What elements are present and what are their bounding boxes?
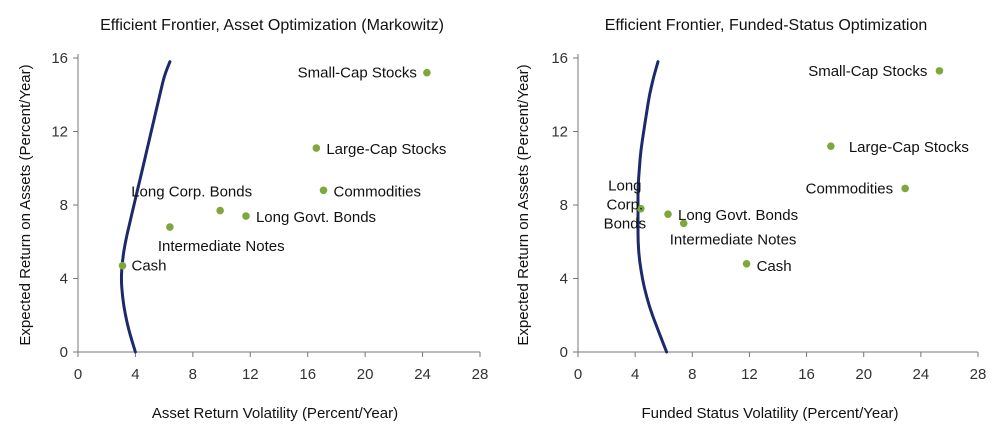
chart-2-panel: Efficient Frontier, Funded-Status Optimi… xyxy=(515,17,986,422)
chart-1-y-axis-label: Expected Return on Assets (Percent/Year) xyxy=(17,64,34,345)
chart-1-label-long-govt-bonds: Long Govt. Bonds xyxy=(256,209,376,226)
chart-1-label-commodities: Commodities xyxy=(334,183,422,200)
chart-2-x-tick-label: 12 xyxy=(741,366,758,383)
chart-2-x-tick-label: 28 xyxy=(970,366,987,383)
chart-1-label-intermediate-notes: Intermediate Notes xyxy=(158,238,285,255)
chart-2-y-axis-label: Expected Return on Assets (Percent/Year) xyxy=(515,64,532,345)
chart-1-x-tick-label: 28 xyxy=(472,366,489,383)
chart-2-y-tick-label: 8 xyxy=(560,197,568,214)
chart-1-x-tick-label: 4 xyxy=(131,366,139,383)
chart-2-x-tick-label: 24 xyxy=(913,366,930,383)
chart-2-label-large-cap-stocks: Large-Cap Stocks xyxy=(849,139,969,156)
chart-1-y-tick-label: 8 xyxy=(60,197,68,214)
chart-1-x-axis-label: Asset Return Volatility (Percent/Year) xyxy=(152,405,398,422)
chart-1-x-tick-label: 8 xyxy=(189,366,197,383)
chart-2-label-commodities: Commodities xyxy=(806,180,894,197)
chart-2-x-tick-label: 4 xyxy=(631,366,639,383)
chart-2-efficient-frontier-line xyxy=(636,60,669,354)
chart-1-x-tick-label: 0 xyxy=(74,366,82,383)
chart-1-y-tick-label: 0 xyxy=(60,344,68,361)
chart-1-point-long-govt-bonds xyxy=(242,212,250,220)
chart-2-point-small-cap-stocks xyxy=(935,67,944,75)
chart-1-y-tick-label: 4 xyxy=(60,271,68,288)
chart-2-title: Efficient Frontier, Funded-Status Optimi… xyxy=(605,17,928,34)
chart-1-label-large-cap-stocks: Large-Cap Stocks xyxy=(326,141,446,158)
chart-2-label-long-govt-bonds: Long Govt. Bonds xyxy=(678,207,798,224)
chart-1-x-tick-label: 16 xyxy=(299,366,316,383)
chart-1-point-large-cap-stocks xyxy=(312,144,321,152)
chart-2-label-line: Long xyxy=(608,178,641,195)
chart-2-x-tick-label: 16 xyxy=(798,366,815,383)
chart-1-label-cash: Cash xyxy=(132,258,167,275)
chart-1-x-tick-label: 20 xyxy=(357,366,374,383)
chart-2-label-intermediate-notes: Intermediate Notes xyxy=(670,231,797,248)
chart-2-label-line: Corp. xyxy=(607,197,644,214)
chart-1-y-tick-label: 12 xyxy=(51,124,68,141)
chart-1-point-commodities xyxy=(319,186,328,195)
chart-1-y-tick-label: 16 xyxy=(51,50,68,67)
chart-2-x-tick-label: 8 xyxy=(688,366,696,383)
chart-2-y-tick-label: 12 xyxy=(551,124,568,141)
chart-1-point-intermediate-notes xyxy=(166,223,174,231)
chart-2-point-cash xyxy=(742,260,751,268)
chart-2-label-small-cap-stocks: Small-Cap Stocks xyxy=(808,63,927,80)
chart-2-point-long-govt-bonds xyxy=(664,210,672,218)
chart-1-x-tick-label: 12 xyxy=(242,366,259,383)
chart-2-y-tick-label: 16 xyxy=(551,50,568,67)
chart-1-label-long-corp-bonds: Long Corp. Bonds xyxy=(131,184,252,201)
chart-1-efficient-frontier-line xyxy=(119,60,172,354)
chart-2-y-tick-label: 0 xyxy=(560,344,568,361)
chart-1-point-small-cap-stocks xyxy=(423,68,431,77)
chart-2-x-tick-label: 20 xyxy=(855,366,872,383)
chart-1-point-cash xyxy=(118,261,127,270)
chart-1-label-small-cap-stocks: Small-Cap Stocks xyxy=(298,65,417,82)
chart-2-x-tick-label: 0 xyxy=(574,366,582,383)
chart-1-title: Efficient Frontier, Asset Optimization (… xyxy=(100,17,444,34)
chart-1-panel: Efficient Frontier, Asset Optimization (… xyxy=(17,17,488,422)
chart-2-x-axis-label: Funded Status Volatility (Percent/Year) xyxy=(641,405,898,422)
chart-2-point-commodities xyxy=(901,184,909,193)
chart-1-x-tick-label: 24 xyxy=(414,366,431,383)
chart-2-label-cash: Cash xyxy=(757,258,792,275)
chart-1-point-long-corp-bonds xyxy=(216,206,224,215)
chart-2-label-line: Bonds xyxy=(604,216,647,233)
chart-2-point-long-corp-bonds xyxy=(637,204,645,213)
chart-2-label-long-corp-bonds: Long Corp. Bonds xyxy=(604,178,647,233)
chart-2-point-intermediate-notes xyxy=(679,219,688,228)
chart-2-point-large-cap-stocks xyxy=(827,142,835,150)
chart-2-y-tick-label: 4 xyxy=(560,271,568,288)
